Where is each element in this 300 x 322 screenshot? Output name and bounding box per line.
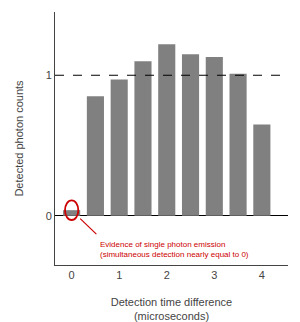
svg-text:3: 3 <box>211 269 217 281</box>
svg-text:1: 1 <box>46 69 52 81</box>
svg-text:0: 0 <box>69 269 75 281</box>
svg-text:4: 4 <box>259 269 265 281</box>
svg-text:Detected photon counts: Detected photon counts <box>13 80 25 197</box>
svg-text:0: 0 <box>46 210 52 222</box>
svg-text:Detection time difference(micr: Detection time difference(microseconds) <box>111 296 232 322</box>
svg-text:Evidence of single photon emis: Evidence of single photon emission(simul… <box>100 240 249 259</box>
svg-text:1: 1 <box>116 269 122 281</box>
svg-text:2: 2 <box>164 269 170 281</box>
